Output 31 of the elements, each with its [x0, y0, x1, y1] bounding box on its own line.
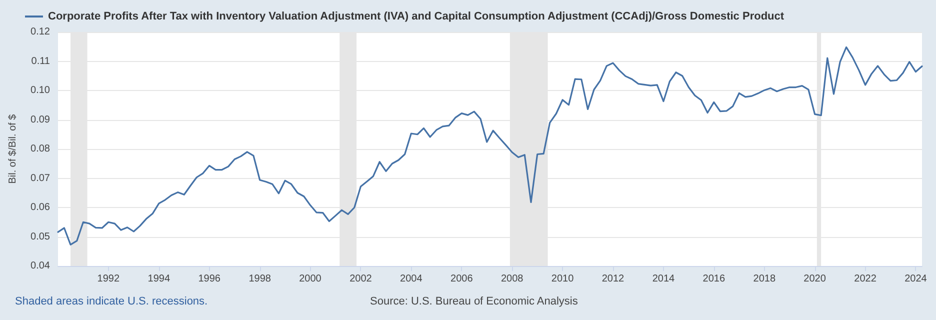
y-tick-label: 0.12	[30, 26, 50, 38]
y-axis-title: Bil. of $/Bil. of $	[8, 114, 18, 184]
text: Shaded areas indicate U.S. recessions.	[15, 296, 208, 308]
x-tick-label: 1994	[148, 274, 170, 284]
x-tick-label: 2024	[904, 274, 928, 284]
x-tick-label: 2018	[753, 274, 776, 284]
x-tick-label: 2000	[299, 274, 322, 284]
x-tick-label: 2006	[450, 274, 474, 284]
x-tick-label: 2020	[804, 274, 826, 284]
y-tick-label: 0.07	[30, 172, 50, 184]
line-series	[57, 46, 923, 246]
y-tick-label: 0.05	[30, 231, 50, 242]
y-tick-label: 0.04	[30, 260, 50, 272]
y-tick-label: 0.08	[30, 144, 50, 154]
x-tick-label: 2010	[551, 274, 574, 284]
y-tick-label: 0.06	[30, 202, 50, 213]
y-tick-label: 0.09	[30, 114, 50, 126]
x-tick-label: 1998	[248, 274, 272, 284]
x-tick-label: 2008	[500, 274, 524, 284]
x-tick-label: 2022	[854, 274, 877, 284]
y-tick-label: 0.10	[30, 85, 50, 96]
source-note: Source: U.S. Bureau of Economic Analysis	[370, 296, 578, 308]
x-tick-label: 2016	[702, 274, 726, 284]
x-tick-label: 1996	[198, 274, 221, 284]
x-tick-label: 2014	[652, 274, 676, 284]
y-tick-label: 0.11	[31, 56, 50, 67]
legend-label: Corporate Profits After Tax with Inventory Valuation Adjustment (IVA) and Capital Consumption Adjustment (CCAdj)/Gross Domestic Product	[48, 10, 784, 22]
x-tick-label: 2002	[350, 274, 372, 284]
x-tick-label: 2004	[400, 274, 423, 284]
x-tick-label: 1992	[97, 274, 120, 284]
x-tick-label: 2012	[602, 274, 625, 284]
